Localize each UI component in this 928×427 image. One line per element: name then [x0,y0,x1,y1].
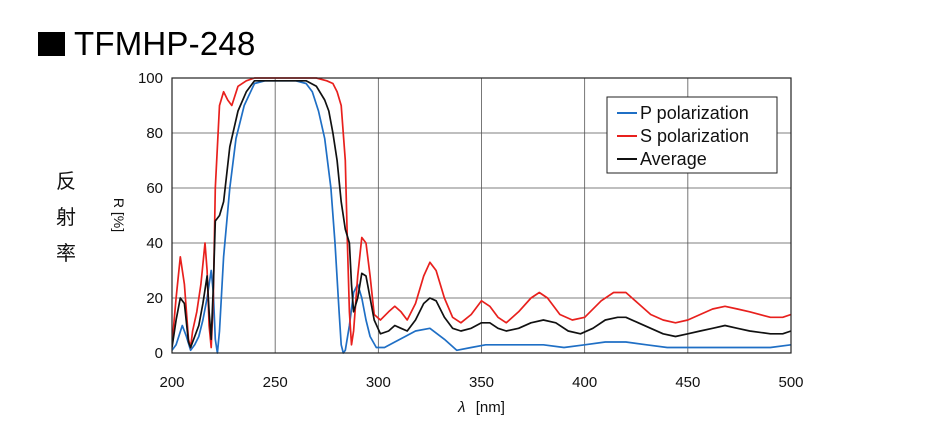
x-tick-label: 500 [778,374,803,391]
x-axis-label-symbol: λ [457,399,465,416]
y-tick-label: 0 [155,345,163,362]
legend: P polarization S polarization Average [606,96,778,174]
x-tick-label: 300 [366,374,391,391]
jp-label-char: 反 [56,169,76,193]
y-tick-label: 60 [146,180,163,197]
series-group [172,77,791,354]
y-tick-label: 40 [146,235,163,252]
series-line-p-polarization [172,79,791,354]
x-tick-label: 250 [263,374,288,391]
x-axis-label-unit: [nm] [476,399,505,416]
grid [172,78,791,353]
plot-frame [171,77,792,354]
chart-title: TFMHP-248 [38,24,256,64]
x-tick-label: 400 [572,374,597,391]
chart-title-text: TFMHP-248 [74,25,256,62]
legend-label: Average [640,149,707,169]
y-axis-label-japanese: 反 射 率 [53,163,79,271]
x-tick-label: 200 [159,374,184,391]
y-tick-label: 20 [146,290,163,307]
x-tick-label: 350 [469,374,494,391]
y-tick-label: 80 [146,125,163,142]
title-square-icon [38,32,65,56]
jp-label-char: 射 [56,205,76,229]
y-axis-label: R [%] [111,198,127,232]
x-axis-label: λ [nm] [457,399,505,416]
legend-label: P polarization [640,103,749,123]
legend-label: S polarization [640,126,749,146]
tick-labels: 200 250 300 350 400 450 500 0 20 40 60 80 100 [138,70,804,391]
y-tick-label: 100 [138,70,163,87]
x-tick-label: 450 [675,374,700,391]
series-line-average [172,79,791,349]
jp-label-char: 率 [56,241,76,265]
